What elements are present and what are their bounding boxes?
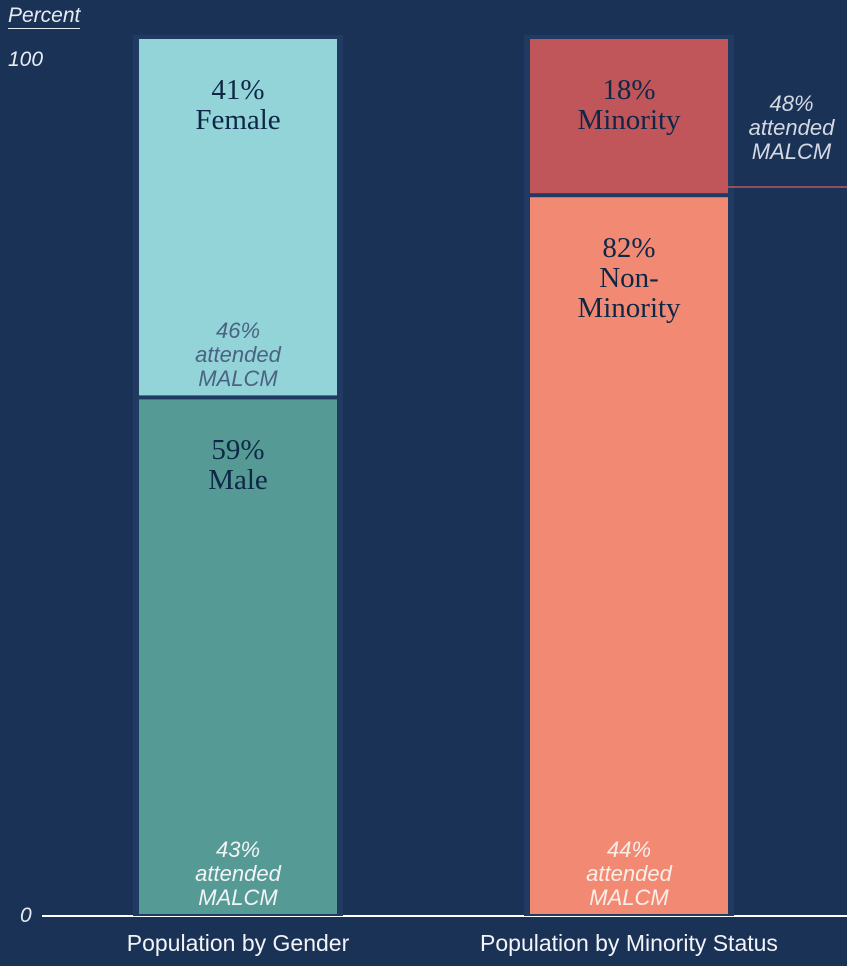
note-text: attended MALCM — [748, 115, 835, 164]
segment-name: Minority — [577, 104, 681, 136]
note-value: 44% — [606, 837, 652, 862]
segment-label: 41% Female — [139, 75, 337, 135]
segment-label: 18% Minority — [530, 75, 728, 135]
segment-name: Female — [195, 104, 281, 136]
note: 48% attended MALCM — [736, 92, 847, 164]
note-value: 48% — [769, 91, 814, 116]
bar-segment — [139, 39, 337, 396]
note: 46% attended MALCM — [139, 319, 337, 391]
bar-segment — [530, 39, 728, 194]
segment-name: Male — [208, 464, 268, 497]
note-text: attended MALCM — [586, 861, 672, 910]
segment-name: Non-Minority — [577, 262, 681, 325]
note-text: attended MALCM — [195, 861, 281, 910]
segment-label: 59% Male — [139, 435, 337, 495]
note-value: 43% — [215, 837, 261, 862]
note: 44% attended MALCM — [530, 838, 728, 910]
value-label: 41% — [211, 74, 265, 106]
y-tick-label: 100 — [8, 48, 44, 71]
segment-label: 82% Non-Minority — [530, 233, 728, 323]
bar-segment — [530, 197, 728, 915]
y-tick-label: 0 — [20, 904, 32, 927]
x-tick-label: Population by Minority Status — [480, 930, 778, 956]
bar-segment — [139, 399, 337, 914]
value-label: 59% — [211, 434, 265, 467]
note-value: 46% — [215, 318, 261, 344]
note-text: attended MALCM — [195, 342, 281, 392]
note: 43% attended MALCM — [139, 838, 337, 910]
value-label: 18% — [602, 74, 656, 106]
x-tick-label: Population by Gender — [126, 930, 350, 956]
value-label: 82% — [602, 232, 656, 265]
y-axis-label: Percent — [8, 4, 81, 29]
